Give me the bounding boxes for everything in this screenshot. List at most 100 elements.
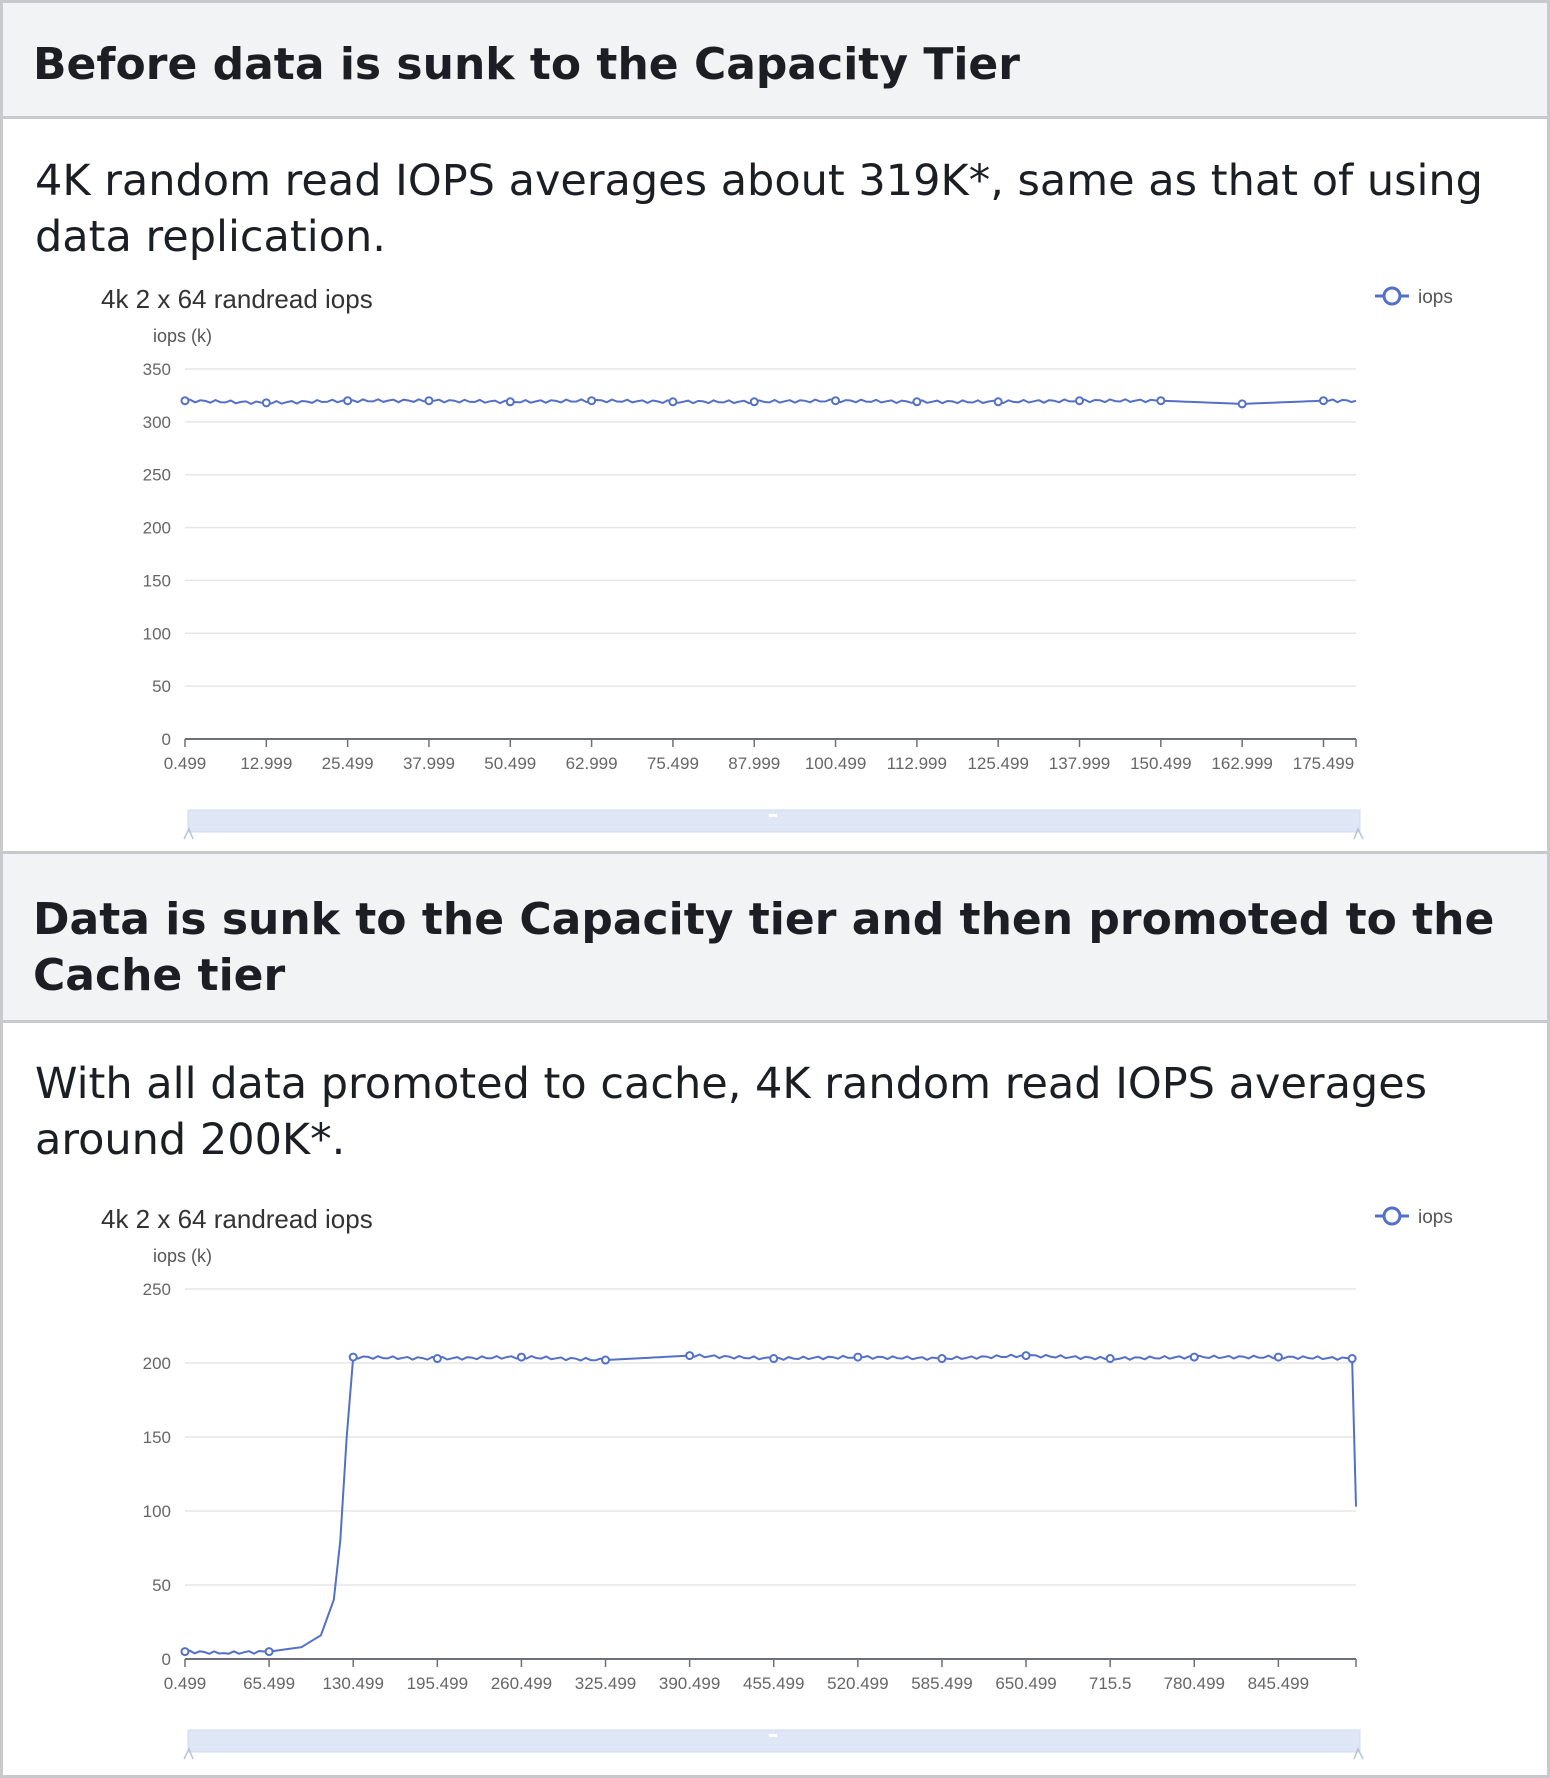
data-point [587, 396, 597, 406]
x-tick-label: 585.499 [911, 1674, 972, 1693]
chart-title: 4k 2 x 64 randread iops [101, 1204, 373, 1234]
y-tick-label: 250 [143, 466, 171, 485]
section-header-2: Data is sunk to the Capacity tier and th… [3, 851, 1547, 1023]
x-tick-label: 780.499 [1164, 1674, 1225, 1693]
zoom-slider-track[interactable] [187, 1729, 1361, 1753]
data-point [769, 1354, 779, 1364]
data-point [343, 396, 353, 406]
data-point [853, 1352, 863, 1362]
data-point [993, 397, 1003, 407]
y-axis-label: iops (k) [153, 1246, 212, 1266]
chart-2: 4k 2 x 64 randread iops iops (k) iops 0 50 10… [101, 1204, 1453, 1760]
y-tick-label: 150 [143, 571, 171, 590]
x-tick-label: 715.5 [1089, 1674, 1132, 1693]
data-point [937, 1354, 947, 1364]
legend[interactable]: iops [1375, 286, 1453, 308]
x-tick-label: 650.499 [995, 1674, 1056, 1693]
y-tick-label: 0 [162, 1650, 171, 1669]
x-tick-label: 195.499 [407, 1674, 468, 1693]
data-point [1318, 396, 1328, 406]
data-point [1075, 396, 1085, 406]
zoom-handle-right[interactable] [1353, 1747, 1364, 1760]
zoom-slider[interactable] [183, 1729, 1364, 1760]
zoom-handle-left[interactable] [183, 1747, 194, 1760]
x-tick-label: 260.499 [491, 1674, 552, 1693]
x-tick-label: 25.499 [322, 754, 374, 773]
x-tick-label: 87.999 [728, 754, 780, 773]
x-tick-label: 162.999 [1211, 754, 1272, 773]
series-line [184, 1353, 1357, 1655]
x-tick-label: 520.499 [827, 1674, 888, 1693]
x-tick-label: 62.999 [566, 754, 618, 773]
data-point [1105, 1354, 1115, 1364]
x-tick-label: 12.999 [240, 754, 292, 773]
chart-1: 4k 2 x 64 randread iops iops (k) iops 0 50 10… [101, 284, 1453, 840]
zoom-handle-left[interactable] [183, 827, 194, 840]
y-tick-label: 0 [162, 730, 171, 749]
data-point [1156, 396, 1166, 406]
data-point [261, 398, 271, 408]
data-point [831, 396, 841, 406]
x-tick-label: 37.999 [403, 754, 455, 773]
x-tick-label: 100.499 [805, 754, 866, 773]
data-point [505, 397, 515, 407]
data-point [516, 1352, 526, 1362]
legend-marker [1382, 1206, 1402, 1226]
x-tick-label: 137.999 [1049, 754, 1110, 773]
series-line [184, 398, 1357, 406]
y-tick-label: 200 [143, 519, 171, 538]
y-tick-label: 50 [152, 677, 171, 696]
y-tick-label: 100 [143, 624, 171, 643]
x-tick-label: 75.499 [647, 754, 699, 773]
zoom-slider-track[interactable] [187, 809, 1361, 833]
data-point [685, 1351, 695, 1361]
section-text-2: With all data promoted to cache, 4K rand… [35, 1059, 1428, 1165]
y-tick-label: 150 [143, 1428, 171, 1447]
data-point [1273, 1352, 1283, 1362]
x-tick-label: 0.499 [164, 1674, 207, 1693]
data-point [668, 397, 678, 407]
section-header-1: Before data is sunk to the Capacity Tier [3, 3, 1547, 119]
x-tick-label: 50.499 [484, 754, 536, 773]
data-point [749, 397, 759, 407]
y-axis-label: iops (k) [153, 326, 212, 346]
legend-marker [1382, 286, 1402, 306]
data-point [1347, 1354, 1357, 1364]
data-point [264, 1647, 274, 1657]
data-point [180, 1647, 190, 1657]
section-text-1: 4K random read IOPS averages about 319K*… [35, 156, 1483, 262]
chart-title: 4k 2 x 64 randread iops [101, 284, 373, 314]
x-tick-label: 112.999 [887, 754, 947, 773]
zoom-slider-grip[interactable] [769, 814, 777, 817]
y-tick-label: 250 [143, 1280, 171, 1299]
x-tick-label: 325.499 [575, 1674, 636, 1693]
y-tick-label: 350 [143, 360, 171, 379]
data-point [601, 1355, 611, 1365]
zoom-handle-right[interactable] [1353, 827, 1364, 840]
data-point [180, 396, 190, 406]
data-point [432, 1354, 442, 1364]
zoom-slider-grip[interactable] [769, 1734, 777, 1737]
x-tick-label: 175.499 [1293, 754, 1354, 773]
legend[interactable]: iops [1375, 1206, 1453, 1228]
data-point [348, 1352, 358, 1362]
x-tick-label: 65.499 [243, 1674, 295, 1693]
x-tick-label: 455.499 [743, 1674, 804, 1693]
y-tick-label: 300 [143, 413, 171, 432]
x-tick-label: 130.499 [322, 1674, 383, 1693]
y-tick-label: 100 [143, 1502, 171, 1521]
zoom-slider[interactable] [183, 809, 1364, 840]
data-point [1021, 1351, 1031, 1361]
data-point [1237, 399, 1247, 409]
x-tick-label: 150.499 [1130, 754, 1191, 773]
x-tick-label: 0.499 [164, 754, 207, 773]
data-point [1189, 1352, 1199, 1362]
x-tick-label: 125.499 [967, 754, 1028, 773]
x-tick-label: 845.499 [1248, 1674, 1309, 1693]
x-tick-label: 390.499 [659, 1674, 720, 1693]
legend-label: iops [1418, 1207, 1453, 1228]
y-tick-label: 200 [143, 1354, 171, 1373]
data-point [912, 397, 922, 407]
y-tick-label: 50 [152, 1576, 171, 1595]
